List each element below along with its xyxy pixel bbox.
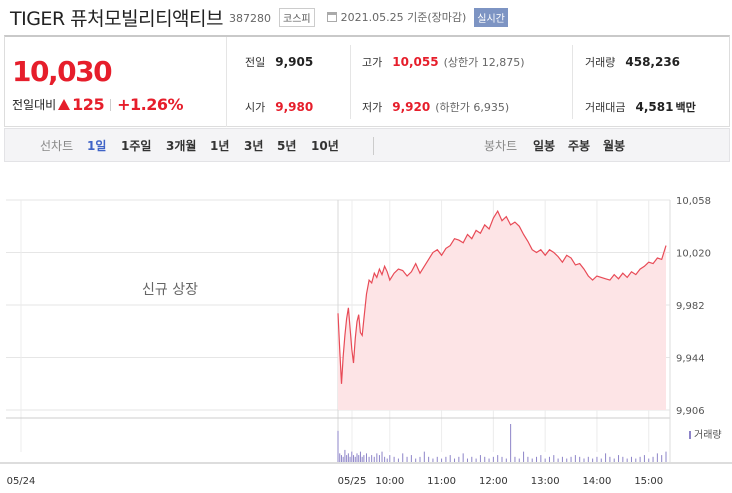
- tab-daily[interactable]: 일봉: [533, 138, 556, 153]
- x-tick-label: 05/24: [7, 476, 36, 487]
- tab-10y[interactable]: 10년: [311, 138, 339, 153]
- tab-monthly[interactable]: 월봉: [603, 138, 626, 153]
- lower-limit: (하한가 6,935): [435, 101, 510, 114]
- y-tick-label: 9,906: [676, 406, 705, 417]
- candle-chart-label: 봉차트: [484, 138, 518, 153]
- chart-tabs: 선차트 1일 1주일 3개월 1년 3년 5년 10년 봉차트 일봉 주봉 월봉: [4, 128, 730, 162]
- x-axis: 05/24 05/25 10:00 11:00 12:00 13:00 14:00 15:00: [7, 476, 664, 487]
- stock-code: 387280: [229, 12, 271, 25]
- divider: [373, 137, 374, 155]
- calendar-icon: [326, 12, 337, 22]
- line-chart-label: 선차트: [40, 138, 74, 153]
- trading-value: 4,581: [635, 100, 674, 114]
- divider: [110, 98, 112, 111]
- x-tick-label: 14:00: [583, 476, 612, 487]
- tab-weekly[interactable]: 주봉: [568, 138, 591, 153]
- high-cell: 고가 10,055 (상한가 12,875): [362, 54, 525, 70]
- tab-1d[interactable]: 1일: [87, 138, 107, 153]
- up-arrow-icon: [58, 99, 71, 110]
- x-tick-label: 15:00: [634, 476, 663, 487]
- low-value: 9,920: [392, 100, 431, 114]
- high-label: 고가: [362, 56, 383, 69]
- market-badge: 코스피: [279, 7, 315, 27]
- price-line: [337, 209, 667, 384]
- stock-name: TIGER 퓨처모빌리티액티브: [10, 7, 224, 30]
- y-axis: 10,058 10,020 9,982 9,944 9,906: [676, 196, 711, 417]
- volume-bars: [337, 424, 667, 462]
- change-amount: 125: [72, 95, 105, 114]
- open-cell: 시가 9,980: [245, 99, 313, 115]
- trading-value-unit: 백만: [675, 101, 696, 114]
- x-tick-label: 10:00: [375, 476, 404, 487]
- tab-1y[interactable]: 1년: [210, 138, 230, 153]
- tab-5y[interactable]: 5년: [277, 138, 297, 153]
- volume-value: 458,236: [625, 55, 681, 69]
- y-tick-label: 9,982: [676, 301, 705, 312]
- tab-1w[interactable]: 1주일: [121, 138, 152, 153]
- quote-summary: 10,030 전일대비 125 +1.26% 전일 9,905 시가 9,980…: [4, 35, 730, 127]
- prev-close-label: 전일: [245, 56, 266, 69]
- x-tick-label: 12:00: [479, 476, 508, 487]
- x-tick-label: 13:00: [531, 476, 560, 487]
- divider: [572, 45, 573, 119]
- prev-close-cell: 전일 9,905: [245, 54, 313, 70]
- price-change: 전일대비 125 +1.26%: [12, 95, 183, 114]
- volume-label: 거래량: [585, 56, 616, 69]
- y-tick-label: 9,944: [676, 354, 705, 365]
- volume-legend-swatch: [689, 431, 691, 439]
- quote-date: 2021.05.25 기준(장마감): [340, 11, 467, 24]
- price-area-fill: [338, 211, 666, 410]
- tab-3m[interactable]: 3개월: [166, 138, 197, 153]
- tab-3y[interactable]: 3년: [244, 138, 264, 153]
- x-tick-label: 05/25: [338, 476, 367, 487]
- stock-header: TIGER 퓨처모빌리티액티브 387280 코스피 2021.05.25 기준…: [0, 0, 732, 34]
- x-tick-label: 11:00: [427, 476, 456, 487]
- low-label: 저가: [362, 101, 383, 114]
- y-tick-label: 10,058: [676, 196, 711, 207]
- new-listing-note: 신규 상장: [142, 282, 198, 298]
- high-value: 10,055: [392, 55, 439, 69]
- y-tick-label: 10,020: [676, 249, 711, 260]
- volume-legend: 거래량: [694, 429, 722, 441]
- divider: [350, 45, 351, 119]
- price-area: [337, 209, 667, 410]
- trading-value-label: 거래대금: [585, 101, 626, 114]
- upper-limit: (상한가 12,875): [443, 56, 525, 69]
- open-label: 시가: [245, 101, 266, 114]
- realtime-button[interactable]: 실시간: [474, 7, 508, 27]
- price-box: 10,030 전일대비 125 +1.26%: [5, 37, 227, 127]
- low-cell: 저가 9,920 (하한가 6,935): [362, 99, 509, 115]
- prev-close-value: 9,905: [275, 55, 314, 69]
- change-percent: +1.26%: [117, 95, 183, 114]
- change-label: 전일대비: [12, 98, 57, 112]
- trading-value-cell: 거래대금 4,581 백만: [585, 99, 696, 115]
- open-value: 9,980: [275, 100, 314, 114]
- volume-cell: 거래량 458,236: [585, 54, 680, 70]
- current-price: 10,030: [12, 55, 113, 88]
